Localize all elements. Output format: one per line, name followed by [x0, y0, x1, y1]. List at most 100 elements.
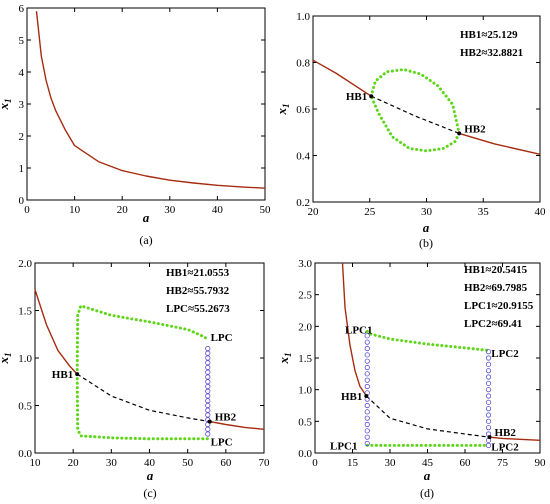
limit-cycle-marker [364, 440, 370, 447]
parameter-annotation: LPC1≈20.9155 [464, 300, 534, 312]
parameter-annotation: HB2≈55.7932 [166, 285, 230, 297]
y-tick-label: 1.0 [296, 11, 310, 23]
limit-cycle-marker [205, 379, 211, 385]
limit-cycle-marker [205, 398, 211, 404]
x-tick-label: 25 [364, 206, 376, 218]
limit-cycle-marker [485, 368, 492, 374]
limit-cycle-marker [364, 434, 370, 440]
bifurcation-point [207, 419, 212, 424]
limit-cycle-marker [485, 412, 492, 418]
x-axis-label: a [143, 210, 150, 225]
parameter-annotation: HB2≈69.7985 [464, 282, 528, 294]
x-tick-label: 10 [69, 204, 81, 216]
stable-branch-line [489, 436, 541, 441]
y-tick-label: 4 [19, 67, 25, 79]
limit-cycle-marker [205, 383, 211, 390]
x-tick-label: 0 [312, 457, 318, 469]
x-axis-label: a [423, 220, 430, 235]
bifurcation-point [364, 394, 369, 398]
x-axis-label: a [424, 468, 431, 483]
x-tick-label: 60 [220, 457, 232, 469]
parameter-annotation: LPC2≈69.41 [464, 318, 522, 330]
limit-cycle-marker [485, 374, 492, 380]
y-axis-label: x1 [0, 353, 13, 365]
limit-cycle-marker [364, 402, 370, 409]
bifurcation-label: HB1 [52, 369, 73, 381]
lpc-label: LPC2 [491, 348, 519, 360]
stable-branch-line [312, 59, 372, 97]
x-tick-label: 45 [422, 457, 434, 469]
bifurcation-label: HB1 [341, 391, 362, 403]
x-tick-label: 40 [535, 206, 547, 218]
y-axis-label-subscript: 1 [3, 99, 13, 104]
limit-cycle-marker [205, 345, 211, 352]
lpc-label: LPC1 [345, 325, 373, 337]
limit-cycle-marker [364, 409, 370, 415]
limit-cycle-marker [485, 425, 492, 431]
y-axis-label: x1 [274, 104, 291, 116]
plot-frame [312, 15, 541, 203]
limit-cycle-marker [205, 369, 211, 375]
limit-cycle-marker [205, 426, 211, 432]
y-tick-label: 1.0 [298, 385, 312, 397]
limit-cycle-marker [485, 387, 492, 393]
limit-cycle-marker [485, 399, 492, 405]
bifurcation-label: HB2 [464, 123, 486, 135]
limit-cycle-marker [364, 352, 370, 358]
bifurcation-point [369, 94, 374, 99]
limit-cycle-marker [205, 364, 211, 371]
limit-cycle-marker [205, 431, 211, 437]
y-tick-label: 0.0 [18, 448, 32, 460]
y-axis-label-subscript: 1 [3, 353, 13, 358]
y-axis-label-subscript: 1 [283, 353, 293, 358]
y-axis-label-subscript: 1 [281, 104, 291, 109]
parameter-annotation: HB1≈21.0553 [166, 267, 230, 279]
y-tick-label: 6 [19, 3, 25, 15]
x-tick-label: 50 [182, 457, 194, 469]
y-tick-label: 1 [19, 163, 25, 175]
y-axis-label: x1 [0, 99, 13, 111]
limit-cycle-marker [485, 393, 492, 399]
stable-branch-line [35, 11, 266, 189]
x-tick-label: 20 [68, 457, 80, 469]
x-tick-label: 40 [212, 204, 224, 216]
x-tick-label: 90 [535, 457, 547, 469]
x-tick-label: 15 [347, 457, 359, 469]
lpc-label: LPC2 [491, 442, 519, 454]
limit-cycle-marker [205, 402, 211, 409]
y-tick-label: 1.5 [298, 353, 312, 365]
limit-cycle-marker [485, 418, 492, 424]
limit-cycle-marker [364, 415, 370, 421]
y-tick-label: 0.6 [296, 104, 310, 116]
y-axis-label: x1 [276, 353, 293, 365]
y-tick-label: 0.5 [18, 401, 32, 413]
panel-label: (c) [143, 486, 156, 500]
unstable-branch-line [365, 395, 490, 438]
limit-cycle-marker [205, 407, 211, 413]
x-tick-label: 35 [478, 206, 490, 218]
x-tick-label: 40 [144, 457, 156, 469]
lpc-label: LPC1 [330, 440, 358, 452]
x-tick-label: 50 [260, 204, 272, 216]
limit-cycle-marker [485, 355, 492, 361]
limit-cycle-marker [485, 349, 492, 355]
x-tick-label: 30 [421, 206, 433, 218]
limit-cycle-marker [364, 428, 370, 434]
x-tick-label: 20 [308, 206, 320, 218]
limit-cycle-marker [364, 333, 370, 339]
x-tick-label: 20 [117, 204, 129, 216]
y-tick-label: 2 [19, 131, 25, 143]
y-tick-label: 2.0 [298, 321, 312, 333]
lpc-label: LPC [211, 437, 233, 449]
y-tick-label: 0.5 [298, 416, 312, 428]
limit-cycle-marker [485, 380, 492, 386]
x-axis-label: a [147, 468, 154, 483]
y-tick-label: 0.4 [296, 151, 310, 163]
limit-cycle-dotted-line [365, 329, 490, 352]
x-tick-label: 10 [30, 457, 42, 469]
parameter-annotation: LPC≈55.2673 [166, 303, 230, 315]
limit-cycle-marker [205, 393, 211, 399]
limit-cycle-marker [205, 388, 211, 394]
y-tick-label: 0 [19, 195, 25, 207]
panel-label: (a) [139, 233, 152, 247]
